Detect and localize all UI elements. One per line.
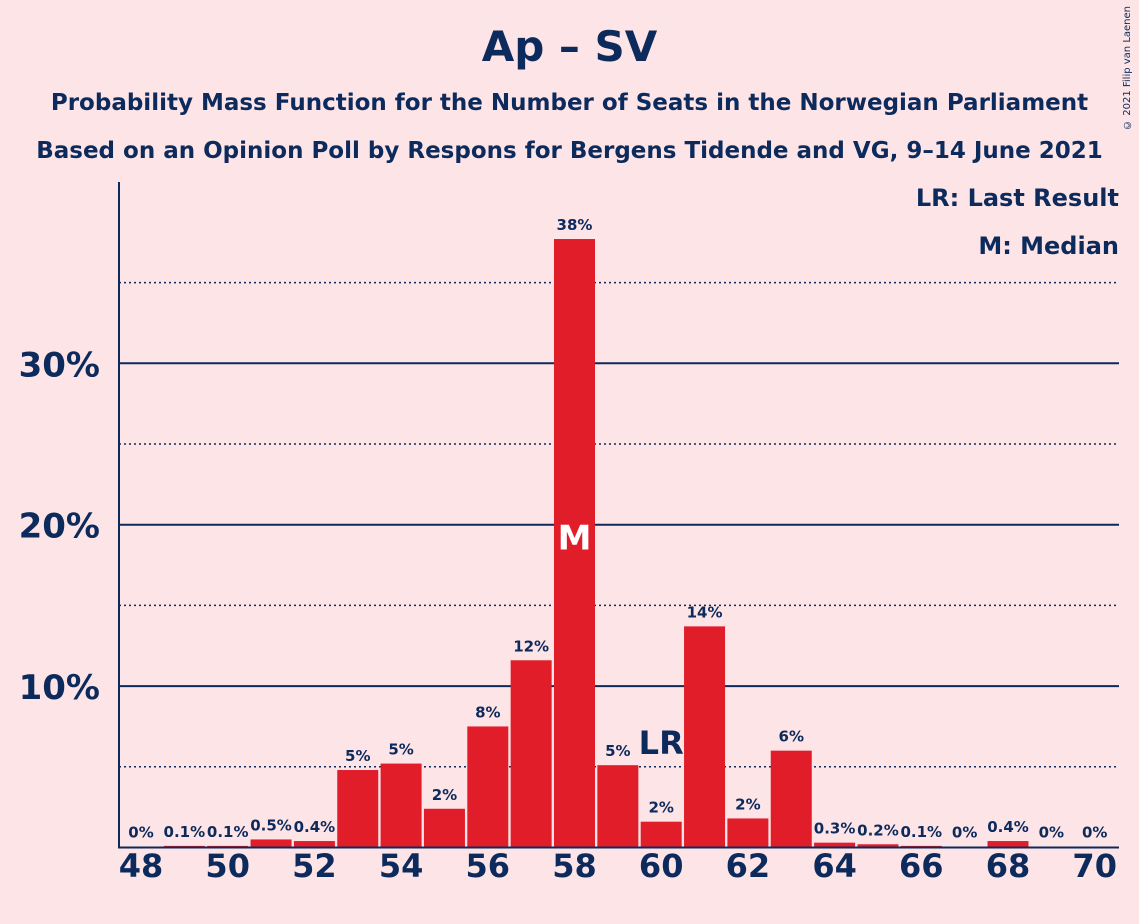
bar xyxy=(250,839,292,848)
bar xyxy=(987,841,1029,848)
bar xyxy=(684,626,726,848)
x-tick-label: 50 xyxy=(205,847,250,885)
bar xyxy=(510,660,552,848)
data-label: 2% xyxy=(432,786,457,804)
data-label: 5% xyxy=(388,741,413,759)
x-tick-label: 58 xyxy=(552,847,597,885)
data-label: 0% xyxy=(1082,824,1107,842)
y-tick-label: 10% xyxy=(19,668,100,708)
chart-subtitle-line1: Probability Mass Function for the Number… xyxy=(50,90,1089,116)
data-label: 2% xyxy=(735,795,760,813)
data-label: 6% xyxy=(779,728,804,746)
x-tick-label: 60 xyxy=(639,847,684,885)
data-label: 0.5% xyxy=(250,816,292,834)
bar xyxy=(380,763,422,848)
y-tick-label: 20% xyxy=(19,507,100,547)
data-label: 0.1% xyxy=(207,823,249,841)
data-label: 5% xyxy=(345,747,370,765)
x-tick-label: 64 xyxy=(812,847,857,885)
data-label: 14% xyxy=(687,603,723,621)
data-label: 0.2% xyxy=(857,821,899,839)
data-label: 0% xyxy=(952,824,977,842)
bar xyxy=(770,750,812,848)
data-label: 0.4% xyxy=(294,818,336,836)
x-tick-label: 68 xyxy=(986,847,1031,885)
bar xyxy=(337,770,379,848)
data-label: 0.3% xyxy=(814,820,856,838)
data-label: 0.4% xyxy=(987,818,1029,836)
bar xyxy=(857,844,899,848)
legend-median: M: Median xyxy=(978,232,1119,260)
y-tick-label: 30% xyxy=(19,345,100,385)
x-tick-label: 54 xyxy=(379,847,424,885)
x-tick-label: 52 xyxy=(292,847,337,885)
x-tick-label: 62 xyxy=(726,847,771,885)
data-label: 0.1% xyxy=(900,823,942,841)
x-tick-label: 66 xyxy=(899,847,944,885)
data-label: 0% xyxy=(128,824,153,842)
bar xyxy=(554,239,595,848)
data-label: 0% xyxy=(1039,824,1064,842)
data-label: 12% xyxy=(513,637,549,655)
bar xyxy=(597,765,639,848)
bar xyxy=(293,841,335,848)
data-label: 5% xyxy=(605,742,630,760)
x-tick-label: 48 xyxy=(119,847,164,885)
x-tick-label: 70 xyxy=(1072,847,1117,885)
last-result-marker: LR xyxy=(639,724,684,762)
data-label: 0.1% xyxy=(164,823,206,841)
data-label: 2% xyxy=(648,799,673,817)
x-tick-label: 56 xyxy=(466,847,511,885)
bar xyxy=(814,842,856,848)
median-marker: M xyxy=(558,518,592,558)
data-label: 8% xyxy=(475,703,500,721)
bar xyxy=(423,808,465,848)
chart-subtitle-line2: Based on an Opinion Poll by Respons for … xyxy=(36,138,1103,164)
bar xyxy=(727,818,769,848)
bar xyxy=(467,726,509,848)
data-label: 38% xyxy=(557,216,593,234)
legend-last-result: LR: Last Result xyxy=(915,184,1119,212)
chart-title: Ap – SV xyxy=(481,22,658,71)
bar xyxy=(640,821,682,848)
